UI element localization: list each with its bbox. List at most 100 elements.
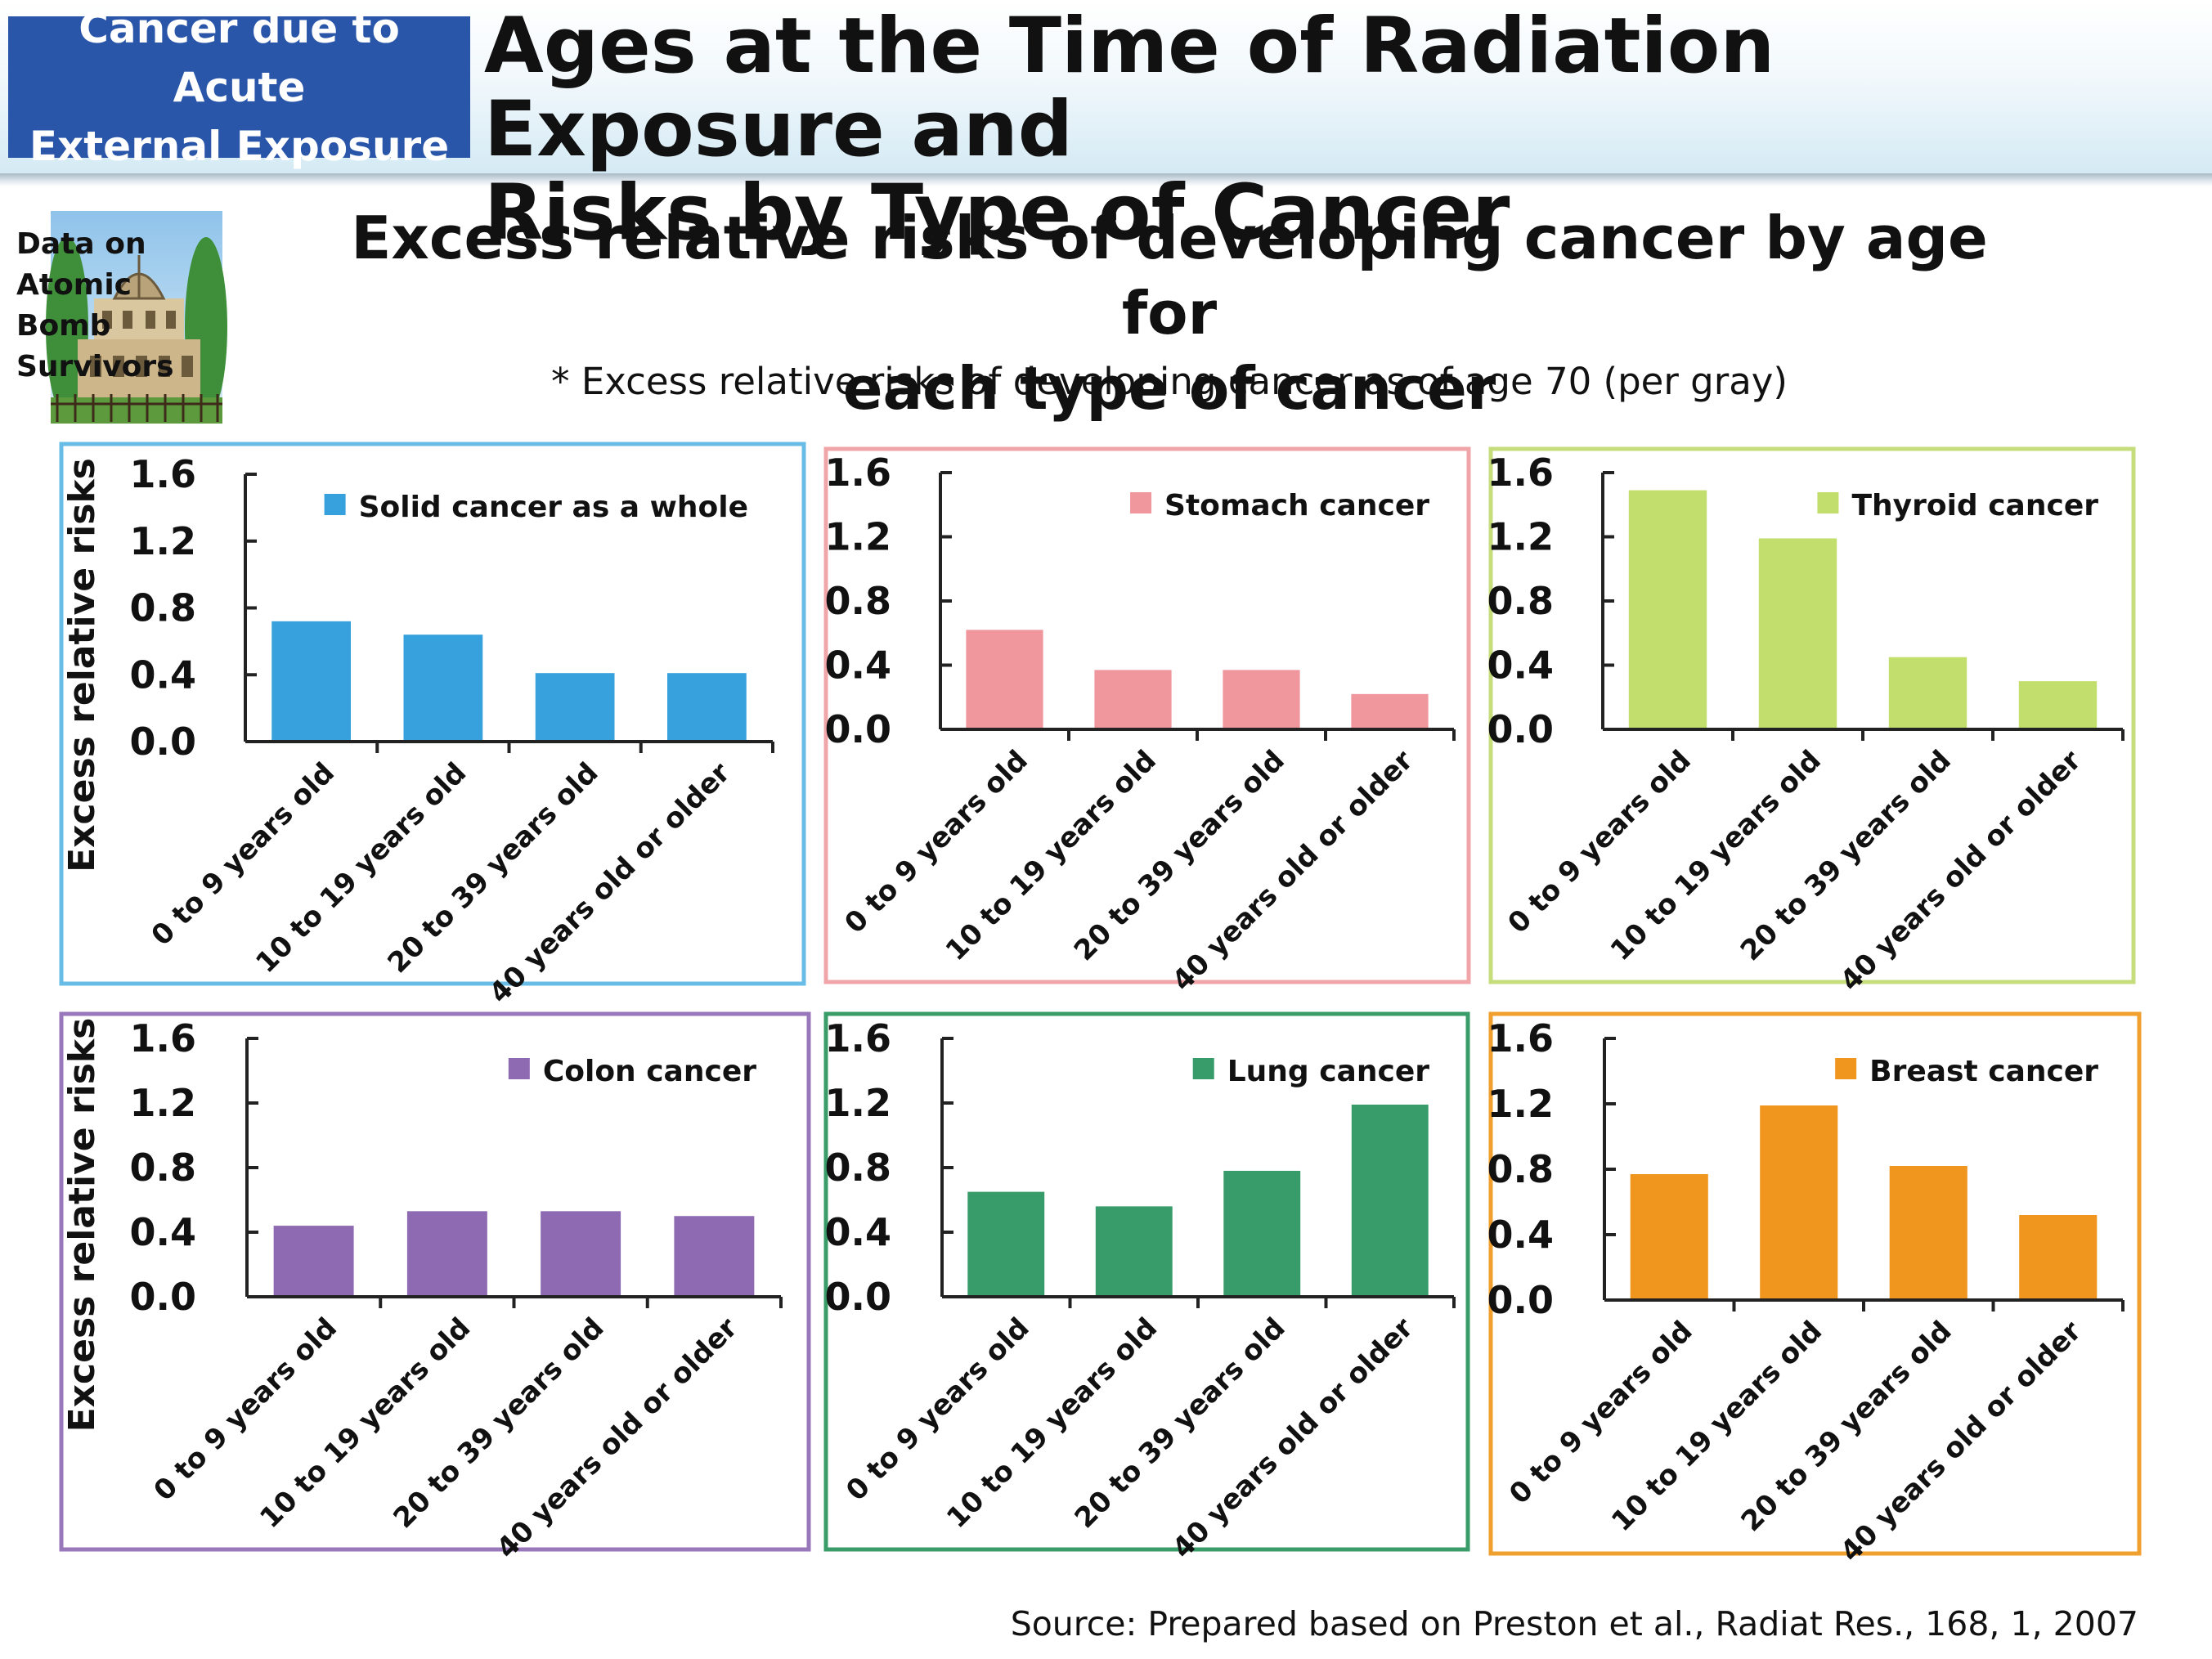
legend-swatch-breast-cancer [1835, 1058, 1857, 1079]
atomic-dome-picture [46, 211, 227, 424]
y-tick-label: 1.2 [1487, 515, 1555, 559]
x-category-label: 10 to 19 years old [1604, 744, 1828, 967]
legend-label-lung-cancer: Lung cancer [1227, 1055, 1430, 1088]
x-category-label: 20 to 39 years old [1068, 744, 1291, 967]
x-category-label: 40 years old or older [1834, 1315, 2088, 1568]
x-category-label: 10 to 19 years old [940, 1312, 1164, 1535]
chart-frame-breast-cancer [1488, 1011, 2142, 1556]
x-category-label: 10 to 19 years old [1605, 1315, 1828, 1538]
bar-breast-cancer [2019, 1215, 2098, 1298]
legend-label-solid-cancer: Solid cancer as a whole [359, 491, 748, 524]
bar-solid-cancer [271, 621, 351, 740]
y-axis-title: Excess relative risks [61, 458, 103, 872]
y-tick-label: 0.8 [825, 1146, 892, 1190]
x-category-label: 20 to 39 years old [1734, 744, 1958, 967]
category-box: Cancer due to Acute External Exposure [8, 5, 470, 170]
y-tick-label: 0.4 [130, 652, 197, 697]
x-category-label: 20 to 39 years old [1735, 1315, 1958, 1538]
category-line-1: Cancer due to Acute [79, 4, 400, 111]
x-category-label: 20 to 39 years old [1069, 1312, 1292, 1535]
chart-frame-lung-cancer [823, 1011, 1470, 1552]
bar-lung-cancer [1095, 1206, 1173, 1295]
x-category-label: 20 to 39 years old [381, 756, 604, 980]
category-label: Cancer due to Acute External Exposure [8, 0, 470, 176]
bar-thyroid-cancer [1758, 538, 1837, 728]
bar-lung-cancer [1223, 1170, 1301, 1295]
bar-colon-cancer [674, 1216, 755, 1295]
chart-frame-solid-cancer [59, 442, 806, 986]
bar-stomach-cancer [1094, 670, 1172, 728]
category-line-2: External Exposure [29, 122, 450, 170]
chart-title-line-1: Excess relative risks of developing canc… [351, 204, 1988, 347]
chart-title: Excess relative risks of developing canc… [327, 200, 2012, 426]
page-title-line-2: Risks by Type of Cancer [484, 168, 1510, 258]
bar-thyroid-cancer [1888, 657, 1967, 728]
y-tick-label: 0.8 [130, 1146, 197, 1190]
bar-solid-cancer [535, 673, 615, 740]
y-tick-label: 1.6 [1487, 1016, 1555, 1060]
x-category-label: 40 years old or older [483, 756, 737, 1010]
y-tick-label: 1.6 [825, 1016, 892, 1060]
chart-title-line-2: each type of cancer [842, 354, 1496, 423]
x-category-label: 40 years old or older [491, 1312, 744, 1565]
y-tick-label: 0.0 [1487, 1278, 1555, 1322]
chart-note: * Excess relative risks of developing ca… [551, 360, 1788, 403]
bar-colon-cancer [273, 1226, 354, 1295]
legend-swatch-thyroid-cancer [1817, 492, 1839, 513]
legend-swatch-lung-cancer [1192, 1058, 1214, 1079]
legend-label-stomach-cancer: Stomach cancer [1164, 489, 1429, 522]
bar-stomach-cancer [1351, 693, 1429, 728]
y-tick-label: 0.0 [1487, 707, 1555, 751]
y-tick-label: 1.2 [825, 1081, 892, 1125]
chart-frame-stomach-cancer [823, 446, 1471, 984]
y-tick-label: 1.6 [825, 451, 892, 495]
y-tick-label: 0.8 [1487, 1147, 1555, 1191]
bar-colon-cancer [541, 1211, 621, 1295]
page-title: Ages at the Time of Radiation Exposure a… [484, 5, 2193, 255]
y-tick-label: 0.0 [130, 1275, 197, 1319]
bar-thyroid-cancer [1628, 490, 1707, 728]
bar-breast-cancer [1630, 1174, 1708, 1298]
y-tick-label: 0.4 [825, 643, 892, 688]
x-category-label: 40 years old or older [1166, 744, 1420, 998]
legend-swatch-solid-cancer [324, 494, 346, 515]
badge-line-1: Data on Atomic [16, 227, 146, 302]
bar-solid-cancer [403, 634, 483, 740]
legend-label-thyroid-cancer: Thyroid cancer [1851, 489, 2098, 522]
chart-frame-thyroid-cancer [1488, 446, 2136, 984]
y-tick-label: 0.4 [1487, 643, 1555, 688]
legend-label-breast-cancer: Breast cancer [1869, 1055, 2098, 1088]
y-tick-label: 0.0 [825, 1275, 892, 1319]
x-category-label: 10 to 19 years old [249, 756, 473, 980]
chart-frame-colon-cancer [59, 1011, 811, 1552]
y-tick-label: 1.2 [130, 519, 197, 563]
y-tick-label: 1.2 [1487, 1082, 1555, 1126]
legend-label-colon-cancer: Colon cancer [543, 1055, 756, 1088]
y-tick-label: 0.4 [1487, 1213, 1555, 1257]
x-category-label: 40 years old or older [1166, 1312, 1420, 1565]
y-axis-title: Excess relative risks [61, 1018, 103, 1433]
bar-thyroid-cancer [2018, 681, 2098, 728]
bar-breast-cancer [1889, 1166, 1967, 1298]
bar-lung-cancer [1351, 1104, 1429, 1295]
y-tick-label: 1.2 [130, 1081, 197, 1125]
y-tick-label: 1.6 [130, 452, 197, 496]
y-tick-label: 0.8 [1487, 579, 1555, 623]
y-tick-label: 1.6 [1487, 451, 1555, 495]
bar-stomach-cancer [1223, 670, 1300, 728]
legend-swatch-colon-cancer [508, 1058, 530, 1079]
page-title-line-1: Ages at the Time of Radiation Exposure a… [484, 2, 1775, 174]
y-tick-label: 0.8 [825, 579, 892, 623]
badge-line-2: Bomb Survivors [16, 309, 174, 383]
y-tick-label: 0.0 [130, 720, 197, 764]
bar-lung-cancer [967, 1191, 1045, 1295]
bar-solid-cancer [667, 673, 747, 740]
source-citation: Source: Prepared based on Preston et al.… [1010, 1604, 2138, 1643]
y-tick-label: 0.0 [825, 707, 892, 751]
